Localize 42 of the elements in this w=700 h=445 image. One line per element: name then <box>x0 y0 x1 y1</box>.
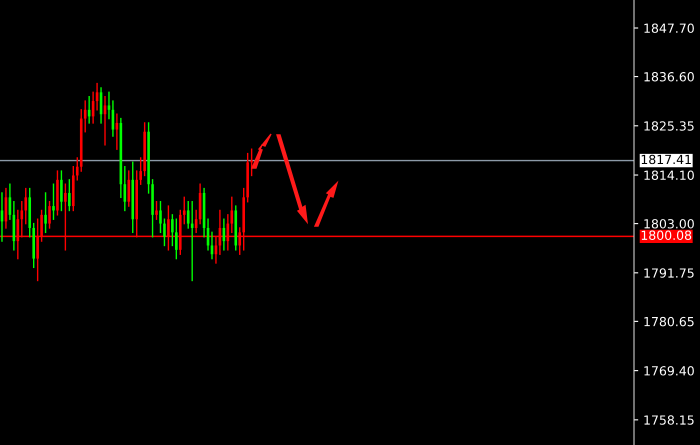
candlestick <box>24 188 28 224</box>
candlestick <box>68 179 71 212</box>
y-tick-label: 1769.40 <box>644 366 694 376</box>
candlestick <box>116 114 118 150</box>
candlestick <box>48 201 51 229</box>
candlestick <box>104 96 106 146</box>
candlestick <box>76 157 79 181</box>
candlestick <box>92 92 94 124</box>
y-tick-label: 1825.35 <box>644 121 694 131</box>
candlestick <box>155 201 158 220</box>
candlestick <box>190 201 194 282</box>
candlestick <box>0 192 4 242</box>
candlestick <box>222 218 226 251</box>
y-tick-label: 1758.15 <box>644 415 694 425</box>
candlestick <box>186 201 190 229</box>
candlestick <box>52 184 55 220</box>
ref-line-label: 1800.08 <box>642 230 692 240</box>
y-tick-label: 1847.70 <box>644 23 694 33</box>
candlestick <box>84 100 86 132</box>
candlestick <box>194 210 198 234</box>
y-tick-label: 1803.00 <box>644 219 694 229</box>
candlestick <box>96 82 98 111</box>
candlestick <box>8 184 12 220</box>
y-tick-label: 1791.75 <box>644 268 694 278</box>
candlestick <box>112 100 114 137</box>
candlestick <box>88 96 90 124</box>
ref-line-label: 1817.41 <box>642 154 691 164</box>
candlestick <box>60 170 63 212</box>
candlestick <box>100 87 102 124</box>
candlestick <box>44 192 47 234</box>
candlestick <box>127 170 130 207</box>
candlestick <box>182 196 186 224</box>
candlestick <box>210 232 214 260</box>
candlestick <box>139 157 142 185</box>
candlestick <box>124 166 126 212</box>
y-tick-label: 1780.65 <box>644 316 694 326</box>
candlestick <box>171 214 174 246</box>
candlestick <box>250 148 253 176</box>
candlestick <box>175 218 178 260</box>
y-tick-label: 1814.10 <box>644 170 694 180</box>
candlestick <box>230 196 234 234</box>
y-tick-label: 1836.60 <box>644 72 694 82</box>
